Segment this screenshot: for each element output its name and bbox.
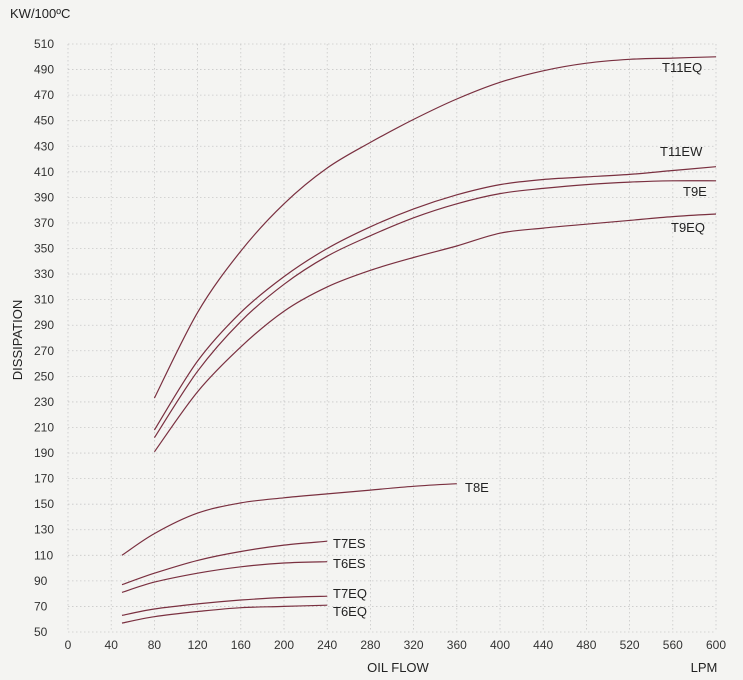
x-tick-label: 400 xyxy=(490,638,510,652)
y-tick-label: 390 xyxy=(34,190,54,204)
y-tick-label: 510 xyxy=(34,37,54,51)
y-tick-label: 150 xyxy=(34,497,54,511)
grid-layer xyxy=(67,43,717,633)
y-tick-label: 370 xyxy=(34,216,54,230)
tick-layer: 50 70 90 110 130 150 170 190 210 230 250 270 290 310 3… xyxy=(34,37,726,652)
x-tick-label: 440 xyxy=(533,638,553,652)
y-tick-label: 310 xyxy=(34,293,54,307)
x-tick-label: 600 xyxy=(706,638,726,652)
y-tick-label: 430 xyxy=(34,139,54,153)
y-tick-label: 490 xyxy=(34,63,54,77)
y-axis-title: DISSIPATION xyxy=(10,300,25,380)
series-label-t7eq: T7EQ xyxy=(333,586,367,601)
x-tick-label: 320 xyxy=(404,638,424,652)
y-tick-label: 210 xyxy=(34,420,54,434)
x-tick-label: 200 xyxy=(274,638,294,652)
series-line-t8e xyxy=(121,483,457,556)
x-tick-label: 480 xyxy=(576,638,596,652)
x-tick-label: 40 xyxy=(105,638,119,652)
series-label-t9eq: T9EQ xyxy=(671,220,705,235)
y-tick-label: 50 xyxy=(34,625,48,639)
series-label-t6es: T6ES xyxy=(333,556,366,571)
x-axis-title: OIL FLOW xyxy=(367,660,429,675)
series-label-t7es: T7ES xyxy=(333,536,366,551)
series-line-t11eq xyxy=(153,56,717,399)
y-tick-label: 230 xyxy=(34,395,54,409)
y-tick-label: 410 xyxy=(34,165,54,179)
y-tick-label: 290 xyxy=(34,318,54,332)
y-tick-label: 110 xyxy=(34,548,53,562)
series-label-t9e: T9E xyxy=(683,184,707,199)
y-tick-label: 450 xyxy=(34,114,54,128)
x-tick-label: 280 xyxy=(360,638,380,652)
y-tick-label: 250 xyxy=(34,369,54,383)
series-line-t11ew xyxy=(153,166,717,431)
y-axis-unit: KW/100ºC xyxy=(10,6,70,21)
series-line-t7eq xyxy=(121,595,328,616)
x-tick-label: 240 xyxy=(317,638,337,652)
x-tick-label: 560 xyxy=(663,638,683,652)
series-label-t11eq: T11EQ xyxy=(662,60,702,75)
y-tick-label: 130 xyxy=(34,523,54,537)
series-label-t6eq: T6EQ xyxy=(333,604,367,619)
y-tick-label: 270 xyxy=(34,344,54,358)
x-tick-label: 80 xyxy=(148,638,162,652)
y-tick-label: 190 xyxy=(34,446,54,460)
x-tick-label: 0 xyxy=(65,638,72,652)
series-line-t6eq xyxy=(121,604,328,624)
x-tick-label: 360 xyxy=(447,638,467,652)
series-label-layer: T11EQ T11EW T9E T9EQ T8E T7ES T6ES T7EQ T6EQ xyxy=(333,60,707,619)
x-tick-label: 520 xyxy=(620,638,640,652)
series-line-t6es xyxy=(121,561,328,593)
x-axis-unit: LPM xyxy=(691,660,718,675)
series-line-t9eq xyxy=(153,213,717,453)
series-line-t7es xyxy=(121,540,328,586)
series-layer xyxy=(121,56,717,624)
y-tick-label: 70 xyxy=(34,599,48,613)
series-label-t11ew: T11EW xyxy=(660,144,703,159)
y-tick-label: 90 xyxy=(34,574,48,588)
x-tick-label: 160 xyxy=(231,638,251,652)
y-tick-label: 330 xyxy=(34,267,54,281)
y-tick-label: 470 xyxy=(34,88,54,102)
x-tick-label: 120 xyxy=(188,638,208,652)
y-tick-label: 350 xyxy=(34,242,54,256)
y-tick-label: 170 xyxy=(34,472,54,486)
series-label-t8e: T8E xyxy=(465,480,489,495)
series-line-t9e xyxy=(153,180,717,439)
